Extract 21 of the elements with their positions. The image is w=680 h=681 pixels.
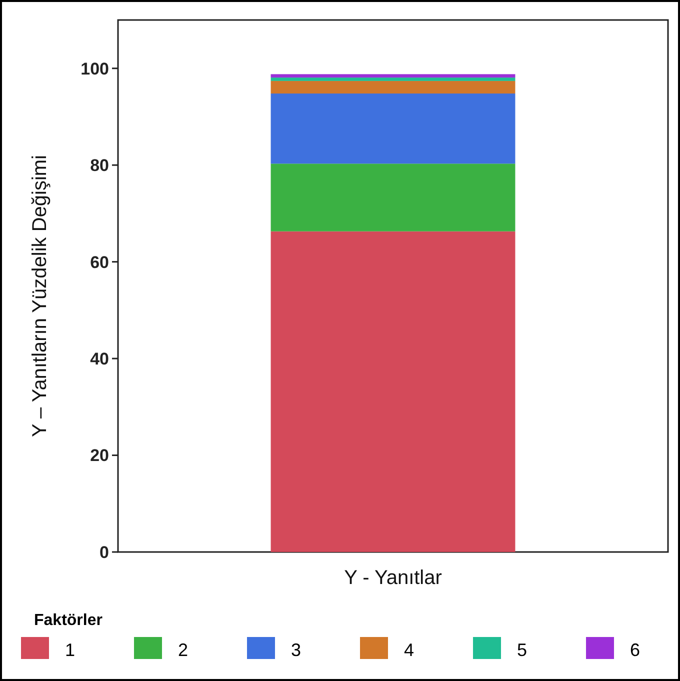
- bar: [270, 94, 516, 164]
- bar: [270, 80, 516, 94]
- legend-label: 5: [517, 640, 528, 660]
- y-tick-label: 80: [90, 156, 109, 176]
- y-tick-label: 60: [90, 252, 109, 272]
- y-tick-label: 0: [100, 542, 109, 562]
- bar: [270, 78, 516, 81]
- legend-label: 3: [291, 640, 302, 660]
- x-axis-title: Y - Yanıtlar: [344, 567, 442, 589]
- y-tick-label: 20: [90, 446, 109, 466]
- legend-title: Faktörler: [34, 612, 102, 629]
- bar: [270, 164, 516, 232]
- y-tick-label: 100: [80, 59, 109, 78]
- bar: [270, 231, 516, 552]
- legend-label: 2: [178, 640, 188, 660]
- legend-label: 6: [630, 640, 640, 660]
- legend-label: 4: [404, 640, 414, 660]
- bar: [270, 74, 516, 78]
- y-axis-title: Y – Yanıtların Yüzdelik Değişimi: [29, 154, 51, 438]
- y-tick-label: 40: [90, 349, 109, 368]
- legend-label: 1: [65, 640, 76, 660]
